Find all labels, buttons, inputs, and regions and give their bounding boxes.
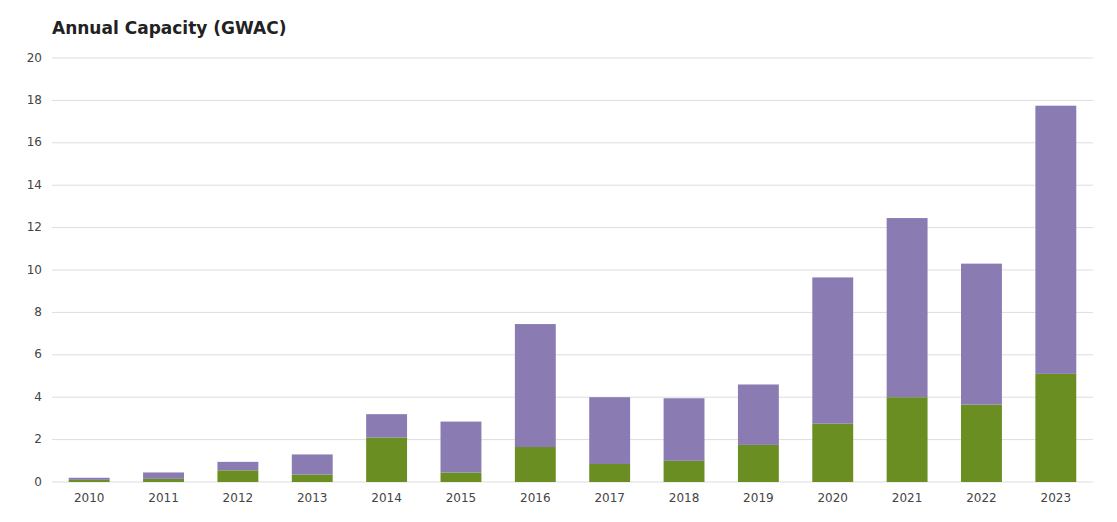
y-tick-label: 10 xyxy=(27,263,42,277)
x-tick-label: 2023 xyxy=(1041,491,1072,505)
y-tick-label: 2 xyxy=(34,432,42,446)
grid-line xyxy=(52,312,1093,313)
bar xyxy=(887,218,928,397)
bars xyxy=(69,106,1077,482)
grid-line xyxy=(52,354,1093,355)
grid xyxy=(52,58,1093,482)
y-tick-label: 0 xyxy=(34,475,42,489)
bar xyxy=(292,454,333,474)
chart: 0246810121416182020102011201220132014201… xyxy=(0,0,1117,522)
x-tick-label: 2012 xyxy=(223,491,254,505)
title: Annual Capacity (GWAC) xyxy=(52,18,286,38)
x-tick-label: 2017 xyxy=(594,491,625,505)
bar xyxy=(515,447,556,482)
bar xyxy=(664,461,705,482)
x-tick-label: 2020 xyxy=(817,491,848,505)
bar xyxy=(143,472,184,478)
y-tick-label: 8 xyxy=(34,305,42,319)
x-tick-label: 2014 xyxy=(371,491,402,505)
series xyxy=(69,106,1077,480)
y-tick-label: 16 xyxy=(27,135,42,149)
bar xyxy=(961,264,1002,405)
bar xyxy=(69,478,110,480)
x-tick-label: 2013 xyxy=(297,491,328,505)
bar xyxy=(887,397,928,482)
bar xyxy=(69,480,110,482)
grid-line xyxy=(52,397,1093,398)
x-tick-label: 2022 xyxy=(966,491,997,505)
bar xyxy=(292,475,333,482)
grid-line xyxy=(52,142,1093,143)
bar xyxy=(143,479,184,482)
y-tick-label: 18 xyxy=(27,93,42,107)
x-axis: 2010 2011 2012 2013 2014 2015 2016 2017 2018 2019… xyxy=(74,491,1071,505)
x-tick-label: 2015 xyxy=(446,491,477,505)
y-tick-label: 14 xyxy=(27,178,42,192)
grid-line xyxy=(52,482,1093,483)
bar xyxy=(589,464,630,482)
bar xyxy=(441,422,482,473)
bar xyxy=(738,384,779,444)
bar xyxy=(812,424,853,482)
chart-container: 0246810121416182020102011201220132014201… xyxy=(0,0,1117,522)
x-tick-label: 2021 xyxy=(892,491,923,505)
y-tick-label: 12 xyxy=(27,220,42,234)
grid-line xyxy=(52,270,1093,271)
x-tick-label: 2016 xyxy=(520,491,551,505)
bar xyxy=(515,324,556,447)
bar xyxy=(217,470,258,482)
bar xyxy=(738,445,779,482)
bar xyxy=(1035,106,1076,374)
y-tick-label: 6 xyxy=(34,347,42,361)
grid-line xyxy=(52,185,1093,186)
grid-line xyxy=(52,58,1093,59)
x-tick-label: 2010 xyxy=(74,491,105,505)
bar xyxy=(366,414,407,437)
x-tick-label: 2019 xyxy=(743,491,774,505)
bar xyxy=(961,405,1002,482)
bar xyxy=(589,397,630,464)
y-axis: 0 2 4 6 8 10 12 14 16 18 20 xyxy=(27,51,42,489)
bar xyxy=(217,462,258,470)
y-tick-label: 20 xyxy=(27,51,42,65)
bar xyxy=(366,437,407,482)
grid-line xyxy=(52,439,1093,440)
x-tick-label: 2018 xyxy=(669,491,700,505)
bar xyxy=(664,398,705,461)
grid-line xyxy=(52,227,1093,228)
x-tick-label: 2011 xyxy=(148,491,179,505)
bar xyxy=(1035,374,1076,482)
bar xyxy=(812,277,853,423)
y-tick-label: 4 xyxy=(34,390,42,404)
bar xyxy=(441,472,482,482)
grid-line xyxy=(52,100,1093,101)
